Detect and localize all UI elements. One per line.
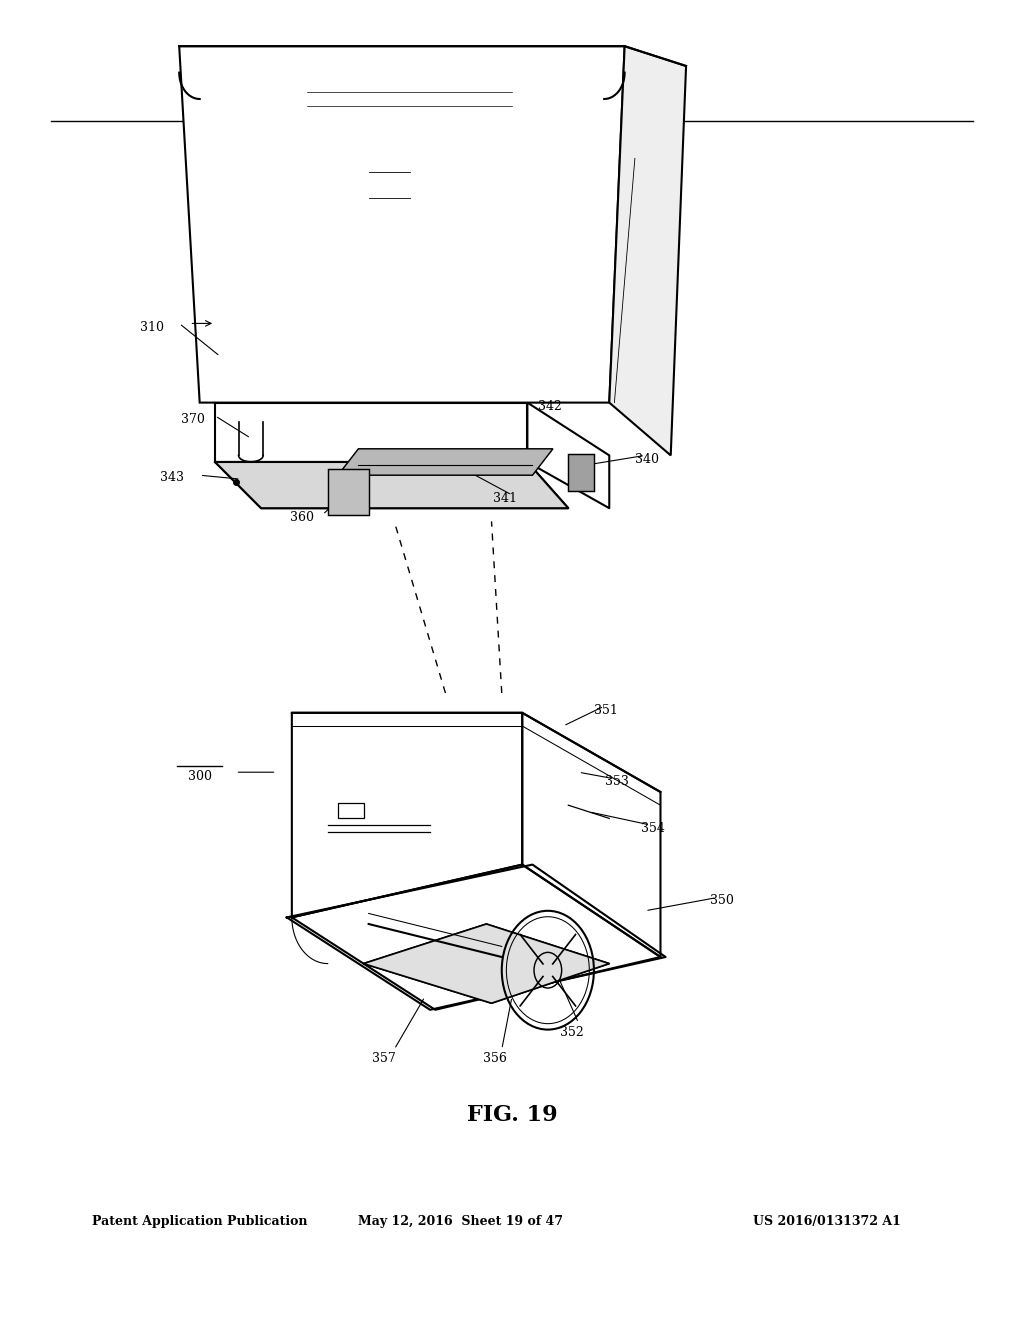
Text: 340: 340 [635, 453, 659, 466]
Polygon shape [609, 46, 686, 455]
Text: 357: 357 [372, 1052, 396, 1065]
Text: 343: 343 [160, 471, 184, 484]
Polygon shape [179, 46, 625, 403]
Bar [328, 469, 369, 515]
Text: 310: 310 [139, 321, 164, 334]
Text: 351: 351 [594, 704, 618, 717]
Text: 370: 370 [180, 413, 205, 426]
Polygon shape [215, 462, 568, 508]
Text: 353: 353 [604, 775, 629, 788]
Text: 360: 360 [290, 511, 314, 524]
Polygon shape [338, 449, 553, 475]
Text: 354: 354 [641, 822, 666, 836]
Polygon shape [364, 924, 609, 1003]
Text: 341: 341 [493, 492, 517, 506]
Text: 350: 350 [710, 894, 734, 907]
Bar [568, 454, 594, 491]
Text: FIG. 19: FIG. 19 [467, 1105, 557, 1126]
Text: 342: 342 [538, 400, 562, 413]
Text: May 12, 2016  Sheet 19 of 47: May 12, 2016 Sheet 19 of 47 [358, 1214, 563, 1228]
Text: US 2016/0131372 A1: US 2016/0131372 A1 [754, 1214, 901, 1228]
Text: 352: 352 [559, 1026, 584, 1039]
Text: Patent Application Publication: Patent Application Publication [92, 1214, 307, 1228]
Text: 300: 300 [187, 770, 212, 783]
Bar [338, 803, 364, 818]
Text: 356: 356 [482, 1052, 507, 1065]
